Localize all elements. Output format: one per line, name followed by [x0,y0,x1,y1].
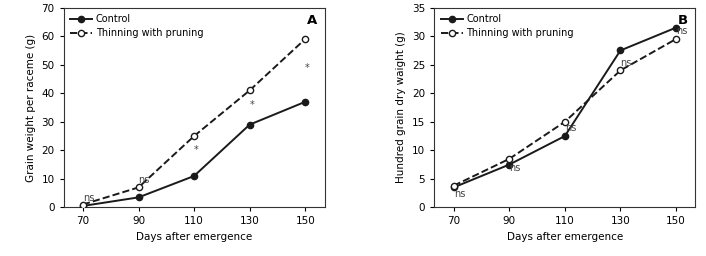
Control [561,134,569,137]
Thinning with pruning [616,69,625,72]
Line: Thinning with pruning: Thinning with pruning [80,36,309,208]
Thinning with pruning [505,157,513,161]
Line: Control: Control [450,25,679,190]
Thinning with pruning [79,203,88,206]
Text: ns: ns [565,123,576,133]
Control [671,26,680,29]
Text: *: * [250,100,254,110]
Y-axis label: Hundred grain dry waight (g): Hundred grain dry waight (g) [397,32,407,183]
Thinning with pruning [301,38,309,41]
Legend: Control, Thinning with pruning: Control, Thinning with pruning [68,13,205,40]
Control [134,196,143,199]
Text: ns: ns [676,26,688,36]
Line: Thinning with pruning: Thinning with pruning [450,36,679,189]
Text: A: A [306,14,317,27]
Text: ns: ns [138,175,150,185]
Thinning with pruning [246,89,254,92]
Legend: Control, Thinning with pruning: Control, Thinning with pruning [439,13,576,40]
Control [450,186,458,189]
Line: Control: Control [80,99,309,209]
Text: *: * [194,145,199,155]
Text: ns: ns [621,58,632,68]
Thinning with pruning [190,134,198,137]
Control [246,123,254,126]
Text: B: B [678,14,688,27]
Thinning with pruning [450,184,458,187]
Thinning with pruning [561,120,569,123]
Text: ns: ns [509,163,521,173]
Thinning with pruning [134,186,143,189]
Text: ns: ns [83,193,95,203]
Control [79,204,88,207]
Thinning with pruning [671,38,680,41]
Text: ns: ns [454,189,465,199]
X-axis label: Days after emergence: Days after emergence [507,232,623,242]
Control [301,100,309,103]
Control [505,163,513,166]
Control [616,49,625,52]
Text: *: * [305,63,310,73]
Y-axis label: Grain weight per raceme (g): Grain weight per raceme (g) [26,34,36,182]
Control [190,174,198,177]
X-axis label: Days after emergence: Days after emergence [136,232,252,242]
